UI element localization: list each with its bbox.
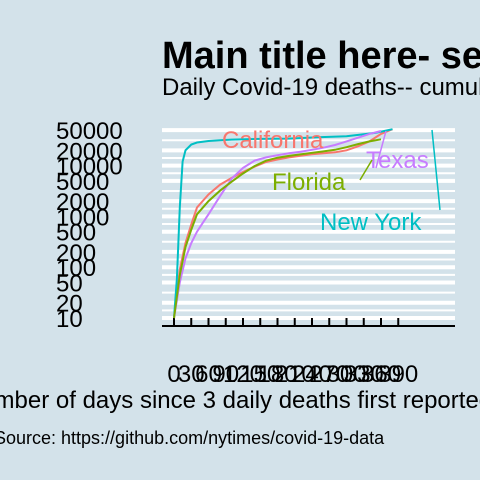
- series-label-leader-texas: [375, 130, 387, 169]
- series-lines: [173, 128, 393, 319]
- series-line-florida: [173, 138, 382, 319]
- series-label-leader-florida: [359, 159, 373, 181]
- y-tick-label-2: 50: [56, 270, 83, 297]
- series-labels: California New York Texas Florida: [222, 127, 441, 236]
- grid-lines: [162, 128, 455, 320]
- plot-area: California New York Texas Florida: [162, 127, 455, 327]
- y-tick-labels: 1020501002005001000200050001000020000500…: [56, 118, 123, 333]
- series-line-new-york: [173, 128, 393, 319]
- x-axis-label: Number of days since 3 daily deaths firs…: [0, 387, 480, 414]
- series-line-california: [173, 128, 393, 319]
- x-tick-label-9: 270: [309, 361, 349, 388]
- chart-caption: Source: https://github.com/nytimes/covid…: [0, 428, 385, 448]
- series-label-florida: Florida: [272, 169, 346, 196]
- y-tick-label-9: 10000: [56, 154, 123, 181]
- chart-title: Main title here- see bottom of post: [162, 35, 480, 77]
- y-tick-label-8: 5000: [56, 169, 109, 196]
- y-tick-label-7: 2000: [56, 189, 109, 216]
- y-tick-label-11: 50000: [56, 118, 123, 145]
- x-tick-label-13: 390: [378, 361, 418, 388]
- chart-subtitle: Daily Covid-19 deaths-- cumulative: [162, 74, 480, 101]
- x-tick-label-10: 300: [326, 361, 366, 388]
- x-tick-label-5: 150: [240, 361, 280, 388]
- x-tick-label-7: 210: [275, 361, 315, 388]
- y-tick-label-10: 20000: [56, 138, 123, 165]
- y-tick-label-3: 100: [56, 255, 96, 282]
- series-label-leader-new-york: [431, 129, 441, 211]
- x-tick-label-1: 30: [178, 361, 205, 388]
- y-tick-label-0: 10: [56, 306, 83, 333]
- x-tick-label-2: 60: [195, 361, 222, 388]
- y-tick-label-4: 200: [56, 240, 96, 267]
- y-tick-label-6: 1000: [56, 204, 109, 231]
- series-label-texas: Texas: [366, 147, 429, 174]
- x-tick-label-8: 240: [292, 361, 332, 388]
- y-tick-label-5: 500: [56, 220, 96, 247]
- series-label-new-york: New York: [320, 209, 422, 236]
- x-tick-label-3: 90: [212, 361, 239, 388]
- x-tick-label-0: 0: [167, 361, 180, 388]
- axes: [162, 318, 455, 327]
- x-tick-label-4: 120: [223, 361, 263, 388]
- series-label-california: California: [222, 127, 324, 154]
- x-tick-label-6: 180: [257, 361, 297, 388]
- x-tick-label-12: 360: [361, 361, 401, 388]
- series-line-texas: [173, 130, 382, 319]
- y-tick-label-1: 20: [56, 291, 83, 318]
- x-tick-label-11: 330: [344, 361, 384, 388]
